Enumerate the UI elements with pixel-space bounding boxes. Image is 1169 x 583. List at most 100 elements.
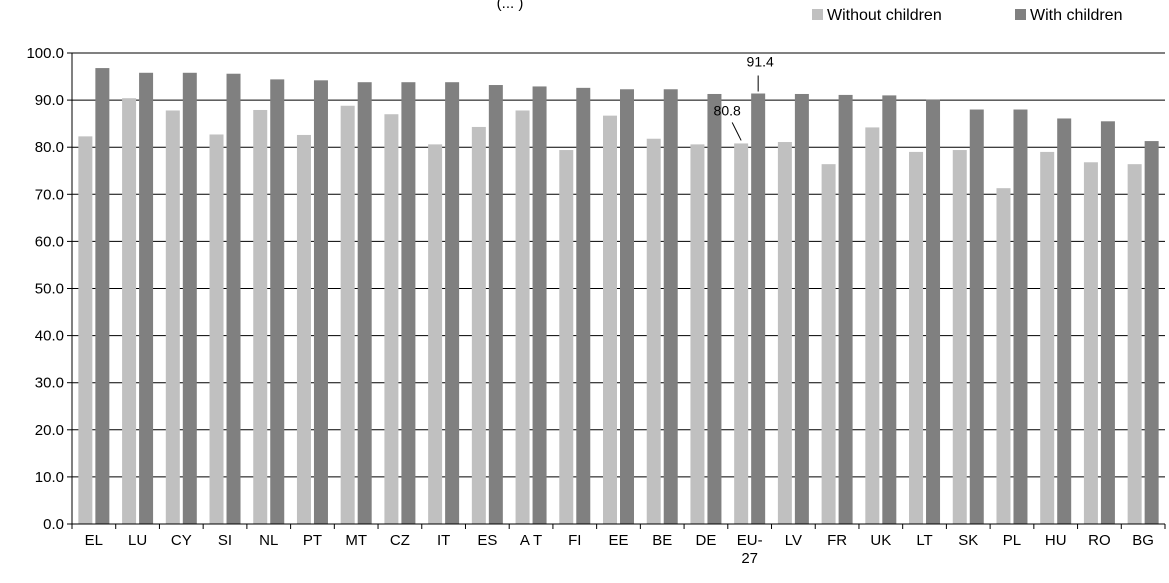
bar-fi-without-children <box>559 150 574 524</box>
legend: Without children With children <box>812 7 1122 24</box>
x-tick-label: SK <box>958 532 978 549</box>
x-tick-label: FI <box>568 532 581 549</box>
bar-eu-27-with-children <box>751 93 766 525</box>
y-axis-ticks: 0.0 10.0 20.0 30.0 40.0 50.0 60.0 70.0 80.0 90.0 1… <box>26 45 72 533</box>
bar-pl-with-children <box>1013 109 1028 525</box>
bar-sk-with-children <box>969 109 984 525</box>
x-axis-ticks: EL LU CY SI NL PT MT CZ IT ES A T FI EE BE DE EU-27 LV FR… <box>71 524 1166 567</box>
annotation-label: 91.4 <box>747 54 774 70</box>
bar-it-with-children <box>445 82 460 525</box>
bar-lu-with-children <box>139 72 154 525</box>
bar-mt-without-children <box>340 105 355 524</box>
legend-label: With children <box>1030 7 1122 24</box>
bar-eu-27-without-children <box>734 143 749 524</box>
chart-title-fragment: (... ) <box>497 0 524 12</box>
y-tick-label: 100.0 <box>26 45 64 62</box>
bar-pt-with-children <box>313 80 328 525</box>
bar-de-without-children <box>690 144 705 524</box>
bar-de-with-children <box>707 93 722 525</box>
x-tick-label: PL <box>1003 532 1021 549</box>
x-tick-label: PT <box>303 532 322 549</box>
x-tick-label: LV <box>785 532 802 549</box>
bar-lt-with-children <box>926 99 941 524</box>
x-tick-label: IT <box>437 532 450 549</box>
x-tick-label: SI <box>218 532 232 549</box>
bar-pt-without-children <box>296 134 311 525</box>
bars <box>78 68 1159 525</box>
bar-el-without-children <box>78 136 93 524</box>
legend-swatch <box>1015 9 1026 20</box>
bar-cy-without-children <box>165 110 180 524</box>
y-tick-label: 40.0 <box>35 328 64 345</box>
bar-fi-with-children <box>576 87 591 524</box>
bar-uk-with-children <box>882 95 897 524</box>
bar-cy-with-children <box>182 72 197 525</box>
x-tick-label: LT <box>916 532 932 549</box>
x-tick-label: CZ <box>390 532 410 549</box>
bar-pl-without-children <box>996 188 1011 524</box>
bar-ee-with-children <box>620 89 634 524</box>
bar-be-with-children <box>663 89 678 524</box>
bar-si-without-children <box>209 134 224 524</box>
bar-cz-without-children <box>384 114 399 524</box>
bar-uk-without-children <box>865 127 880 524</box>
x-tick-label: BE <box>652 532 672 549</box>
x-tick-label: EE <box>608 532 628 549</box>
y-tick-label: 10.0 <box>35 469 64 486</box>
x-tick-label: LU <box>128 532 147 549</box>
y-tick-label: 50.0 <box>35 281 64 298</box>
bar-fr-without-children <box>821 164 836 524</box>
x-tick-label: HU <box>1045 532 1067 549</box>
bar-ro-with-children <box>1100 121 1115 525</box>
bar-si-with-children <box>226 73 241 524</box>
legend-swatch <box>812 9 823 20</box>
x-tick-label: CY <box>171 532 192 549</box>
bar-bg-without-children <box>1127 164 1142 524</box>
y-tick-label: 60.0 <box>35 233 64 250</box>
bar-es-with-children <box>488 85 503 524</box>
bar-nl-with-children <box>270 79 285 524</box>
x-tick-label: NL <box>259 532 278 549</box>
legend-label: Without children <box>827 7 942 24</box>
x-tick-label: A T <box>520 532 542 549</box>
bar-lu-without-children <box>122 98 137 524</box>
bar-el-with-children <box>95 68 110 525</box>
bar-nl-without-children <box>253 109 268 524</box>
y-tick-label: 70.0 <box>35 186 64 203</box>
x-tick-label: FR <box>827 532 847 549</box>
x-tick-label: EU- <box>737 532 763 549</box>
bar-be-without-children <box>646 138 661 525</box>
x-tick-label: 27 <box>741 550 758 567</box>
bar-at-with-children <box>532 86 547 524</box>
bar-lt-without-children <box>909 151 924 524</box>
y-tick-label: 0.0 <box>43 516 64 533</box>
bar-mt-with-children <box>357 82 372 525</box>
bar-sk-without-children <box>952 150 967 524</box>
x-tick-label: MT <box>345 532 367 549</box>
y-tick-label: 80.0 <box>35 139 64 156</box>
x-tick-label: UK <box>870 532 891 549</box>
bar-at-without-children <box>515 110 530 524</box>
bar-ee-without-children <box>603 115 617 524</box>
x-tick-label: BG <box>1132 532 1154 549</box>
bar-es-without-children <box>471 126 486 525</box>
y-tick-label: 30.0 <box>35 375 64 392</box>
bar-hu-without-children <box>1040 151 1055 524</box>
bar-lv-with-children <box>794 93 809 525</box>
bar-lv-without-children <box>777 142 792 525</box>
bar-fr-with-children <box>838 94 853 524</box>
y-tick-label: 90.0 <box>35 92 64 109</box>
x-tick-label: DE <box>696 532 717 549</box>
y-tick-label: 20.0 <box>35 422 64 439</box>
bar-ro-without-children <box>1083 162 1098 524</box>
x-tick-label: RO <box>1088 532 1111 549</box>
x-tick-label: EL <box>85 532 103 549</box>
bar-hu-with-children <box>1057 118 1072 525</box>
x-tick-label: ES <box>477 532 497 549</box>
annotation-leader <box>731 122 742 141</box>
bar-cz-with-children <box>401 82 416 525</box>
bar-bg-with-children <box>1144 141 1159 524</box>
annotation-label: 80.8 <box>714 102 741 118</box>
annotations: 91.4 80.8 <box>714 54 774 141</box>
